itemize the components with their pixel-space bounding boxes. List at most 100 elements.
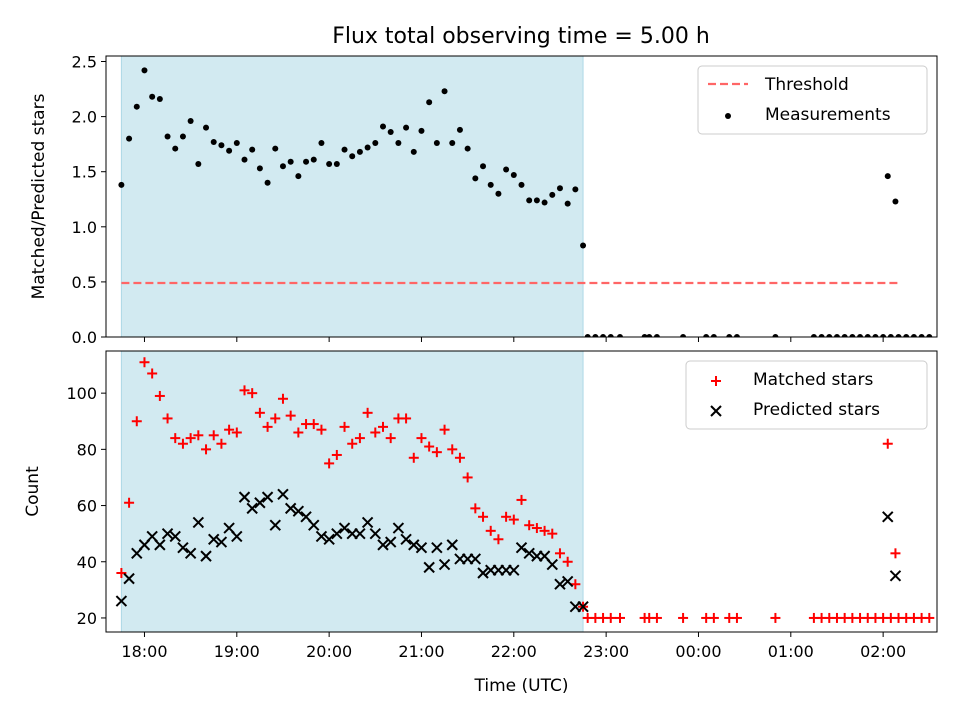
predicted-point-b	[400, 533, 412, 545]
predicted-point-b	[154, 539, 166, 551]
predicted-point-b	[538, 550, 551, 562]
measurement-point	[926, 334, 933, 337]
matched-point	[882, 438, 893, 449]
predicted-point-b	[523, 547, 535, 560]
top-ytick-label: 1.5	[72, 163, 97, 182]
predicted-point-b	[446, 539, 458, 551]
measurement-point	[264, 179, 271, 186]
predicted-point-b	[208, 533, 220, 545]
measurement-point	[387, 129, 394, 136]
measurement-point	[903, 334, 910, 337]
measurement-point	[403, 124, 410, 131]
predicted-point-b	[215, 536, 228, 548]
matched-point	[431, 447, 442, 458]
measurement-point	[318, 140, 325, 147]
measurement-point	[849, 334, 856, 337]
measurement-point	[880, 334, 887, 337]
matched-point	[447, 444, 458, 455]
top-axes-frame	[105, 55, 938, 338]
predicted-point	[277, 488, 289, 501]
xtick-label: 02:00	[860, 642, 906, 661]
predicted-point-b	[415, 541, 428, 554]
predicted-point	[882, 511, 894, 523]
bottom-ytick-label: 20	[77, 609, 97, 628]
predicted-point	[184, 547, 197, 560]
predicted-point	[154, 539, 166, 551]
legend-predicted-marker-b	[710, 405, 722, 417]
predicted-point	[269, 519, 281, 531]
measurement-point	[910, 334, 917, 337]
matched-point	[454, 452, 465, 463]
predicted-point-b	[515, 541, 528, 554]
matched-point	[539, 525, 550, 536]
series-measurements	[118, 67, 933, 337]
predicted-point-b	[292, 505, 305, 517]
matched-point	[285, 410, 296, 421]
measurement-point	[179, 133, 186, 140]
predicted-point	[169, 530, 181, 543]
predicted-point	[477, 567, 489, 579]
measurement-point	[426, 99, 433, 106]
bottom-plot-area	[115, 357, 935, 623]
predicted-point-b	[408, 539, 420, 551]
predicted-point-b	[300, 511, 312, 523]
measurement-point	[841, 334, 848, 337]
matched-point	[493, 534, 504, 545]
measurement-point	[410, 148, 417, 155]
measurement-point	[287, 158, 294, 165]
matched-point	[362, 407, 373, 418]
predicted-point-b	[384, 536, 397, 548]
predicted-point	[400, 533, 412, 545]
matched-point	[154, 390, 165, 401]
predicted-point	[523, 547, 535, 560]
top-legend: Threshold Measurements	[697, 65, 928, 135]
predicted-point-b	[238, 491, 251, 503]
top-panel-flux-ratio: 0.0 0.5 1.0 1.5 2.0 2.5 Matched/Predicted star…	[29, 53, 938, 347]
measurement-point	[826, 334, 833, 337]
measurement-point	[449, 140, 456, 147]
predicted-point	[431, 541, 443, 554]
measurement-point	[810, 334, 817, 337]
xtick-label: 20:00	[306, 642, 352, 661]
matched-point	[416, 433, 427, 444]
matched-point	[924, 612, 935, 623]
measurement-point	[510, 172, 517, 179]
series-matched-stars	[116, 357, 935, 623]
measurement-point	[487, 181, 494, 188]
predicted-point	[384, 536, 397, 548]
predicted-point	[354, 527, 366, 540]
predicted-point-b	[115, 595, 128, 607]
xtick-label: 19:00	[214, 642, 260, 661]
matched-point	[385, 433, 396, 444]
matched-point	[262, 421, 273, 432]
matched-point	[678, 612, 689, 623]
matched-point	[277, 393, 288, 404]
predicted-point	[238, 491, 251, 503]
measurement-point	[156, 95, 163, 102]
legend-label: Predicted stars	[753, 400, 880, 420]
measurement-point	[600, 334, 607, 337]
matched-point	[131, 416, 142, 427]
measurement-point	[641, 334, 648, 337]
matched-point	[139, 357, 150, 368]
matched-point	[316, 424, 327, 435]
measurement-point	[472, 175, 479, 182]
measurement-point	[533, 197, 540, 204]
matched-point	[239, 385, 250, 396]
measurement-point	[584, 334, 591, 337]
predicted-point	[577, 601, 589, 613]
predicted-point	[438, 558, 451, 571]
predicted-point	[469, 553, 482, 565]
measurement-point	[395, 140, 402, 147]
matched-point	[162, 413, 173, 424]
matched-point	[562, 556, 573, 567]
top-ytick-label: 1.0	[72, 218, 97, 237]
measurement-point	[141, 67, 148, 74]
predicted-point-b	[577, 601, 589, 613]
legend-measurement-marker	[725, 113, 731, 119]
top-ytick-label: 0.0	[72, 328, 97, 347]
matched-point	[170, 433, 181, 444]
measurement-point	[118, 181, 125, 188]
measurement-point	[349, 153, 356, 160]
